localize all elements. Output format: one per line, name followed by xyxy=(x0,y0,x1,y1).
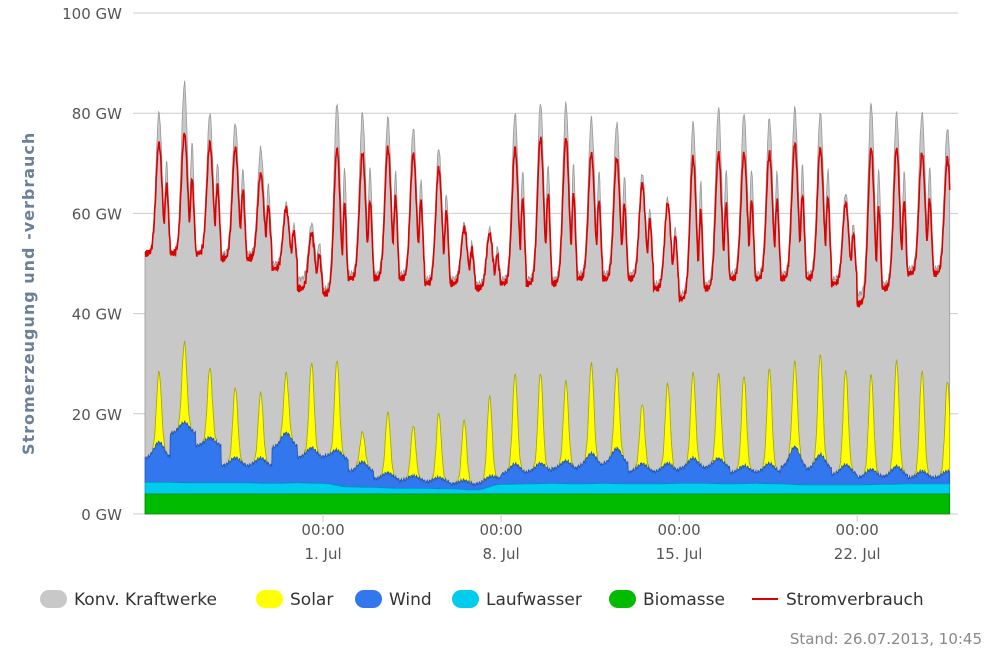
legend-item[interactable]: Stromverbrauch xyxy=(752,590,924,610)
x-tick-date: 1. Jul xyxy=(304,545,341,563)
x-tick-date: 15. Jul xyxy=(656,545,703,563)
legend-label: Konv. Kraftwerke xyxy=(74,590,217,610)
x-tick-date: 22. Jul xyxy=(834,545,881,563)
x-tick-time: 00:00 xyxy=(479,521,522,539)
y-tick-label: 80 GW xyxy=(72,105,122,123)
legend-label: Laufwasser xyxy=(486,590,582,610)
y-axis: 0 GW 20 GW 40 GW 60 GW 80 GW 100 GW xyxy=(62,5,122,524)
y-axis-title: Stromerzeugung und -verbrauch xyxy=(19,132,38,455)
legend-swatch xyxy=(452,590,479,608)
legend-swatch xyxy=(355,590,382,608)
legend-label: Solar xyxy=(290,590,333,610)
x-tick-time: 00:00 xyxy=(836,521,879,539)
y-tick-label: 60 GW xyxy=(72,205,122,223)
legend-label: Wind xyxy=(389,590,432,610)
series-area-biomasse[interactable] xyxy=(144,493,951,515)
y-tick-label: 0 GW xyxy=(81,506,122,524)
y-tick-label: 40 GW xyxy=(72,306,122,324)
legend-item[interactable]: Solar xyxy=(256,590,333,610)
legend-swatch xyxy=(609,590,636,608)
x-tick-time: 00:00 xyxy=(301,521,344,539)
legend-label: Stromverbrauch xyxy=(786,590,924,610)
y-tick-label: 100 GW xyxy=(62,5,122,23)
legend-item[interactable]: Konv. Kraftwerke xyxy=(40,590,217,610)
stand-timestamp: Stand: 26.07.2013, 10:45 xyxy=(790,630,982,648)
y-tick-label: 20 GW xyxy=(72,406,122,424)
series-line-stromverbrauch[interactable] xyxy=(144,132,951,308)
legend-swatch xyxy=(40,590,67,608)
x-axis: 00:00 1. Jul 00:00 8. Jul 00:00 15. Jul 00:00 2… xyxy=(301,514,881,563)
legend-swatch xyxy=(256,590,283,608)
legend-item[interactable]: Wind xyxy=(355,590,432,610)
series-area-konv-kraftwerke[interactable] xyxy=(144,80,951,488)
plot-area xyxy=(144,80,951,515)
legend-item[interactable]: Laufwasser xyxy=(452,590,582,610)
legend-label: Biomasse xyxy=(643,590,725,610)
legend-item[interactable]: Biomasse xyxy=(609,590,725,610)
x-tick-date: 8. Jul xyxy=(482,545,519,563)
legend: Konv. Kraftwerke Solar Wind Laufwasser Bioma… xyxy=(40,590,924,610)
x-tick-time: 00:00 xyxy=(658,521,701,539)
